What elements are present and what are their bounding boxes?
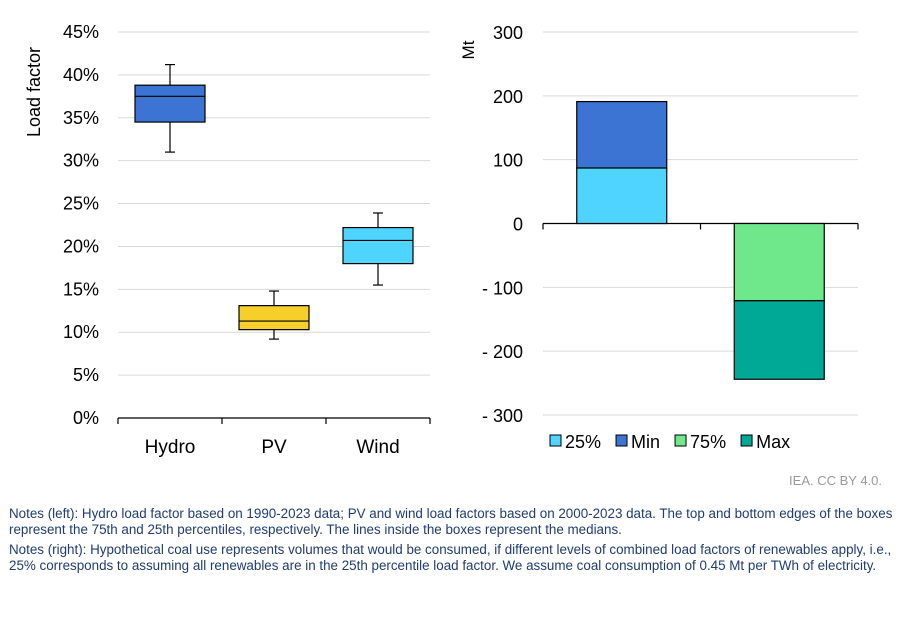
x-tick-label: Hydro [145,437,196,458]
y-tick-label: 40% [63,65,99,85]
y-tick-label: 20% [63,236,99,256]
bar-segment-25pct [576,167,668,225]
y-tick-label: 0% [73,408,99,428]
box-hydro [134,84,206,123]
legend-label: Min [631,432,660,452]
legend-label: 25% [565,432,601,452]
y-tick-label: 45% [63,22,99,42]
y-tick-label: 200 [493,87,523,107]
box-pv [238,305,310,331]
left-box-plot: 0% 5% 10% 15% 20% 25% 30% 35% 40% 45% Load factor H… [24,22,431,458]
notes-left: Notes (left): Hydro load factor based on… [9,506,893,537]
y-tick-label: 30% [63,151,99,171]
y-tick-label: 35% [63,108,99,128]
y-tick-label: - 300 [482,406,523,426]
legend-swatch [549,434,562,447]
y-tick-label: 15% [63,279,99,299]
y-tick-label: - 100 [482,278,523,298]
x-tick-label: Wind [356,437,399,458]
notes: Notes (left): Hydro load factor based on… [9,506,899,574]
y-tick-label: 100 [493,151,523,171]
y-axis-label: Mt [459,40,478,59]
x-tick-label: PV [261,437,287,458]
chart-canvas: 0% 5% 10% 15% 20% 25% 30% 35% 40% 45% Load factor H… [24,22,859,458]
y-tick-label: 5% [73,365,99,385]
box-wind [342,226,414,265]
y-tick-label: 10% [63,322,99,342]
right-stacked-bar-chart: 300 200 100 0 - 100 - 200 - 300 Mt 25% Min 75% Max [459,23,859,452]
bar-segment-75pct [733,222,825,302]
legend-label: Max [756,432,790,452]
legend-label: 75% [690,432,726,452]
bar-segment-min [576,100,668,169]
y-tick-label: - 200 [482,342,523,362]
y-axis-label: Load factor [24,47,44,137]
notes-right: Notes (right): Hypothetical coal use rep… [9,542,892,573]
y-tick-label: 0 [513,215,523,235]
y-tick-label: 300 [493,23,523,43]
y-tick-label: 25% [63,194,99,214]
legend-swatch [740,434,753,447]
legend-swatch [674,434,687,447]
legend-swatch [615,434,628,447]
bar-segment-max [733,300,825,380]
credit-text: IEA. CC BY 4.0. [789,473,882,488]
